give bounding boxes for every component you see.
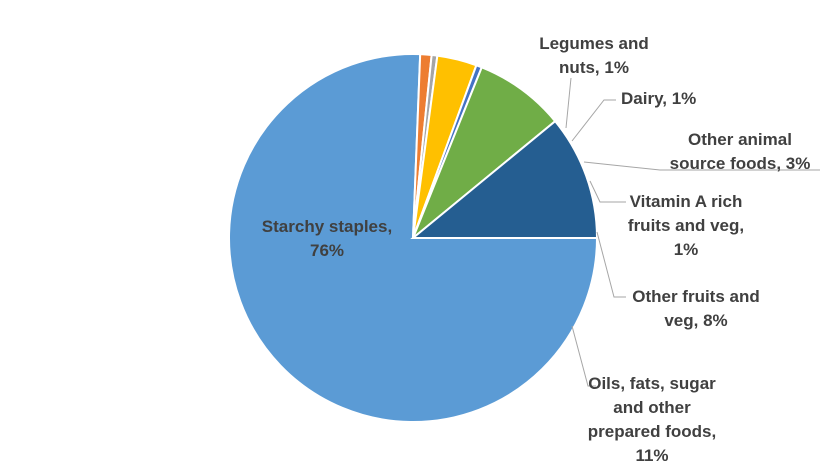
- slice-label-oils-fats-sugar-and-other-prepared-foods: Oils, fats, sugar and other prepared foods…: [588, 374, 716, 465]
- slice-label-line: prepared foods,: [588, 422, 716, 441]
- slice-label-line: Oils, fats, sugar: [588, 374, 716, 393]
- slice-label-line: veg, 8%: [664, 311, 727, 330]
- leader-line-legumes-and-nuts: [565, 77, 572, 129]
- slice-label-line: nuts, 1%: [559, 58, 629, 77]
- pie-slices: [228, 53, 599, 423]
- slice-label-other-fruits-and-veg: Other fruits and veg, 8%: [632, 287, 760, 330]
- slice-label-vitamin-a-rich-fruits-and-veg: Vitamin A rich fruits and veg, 1%: [628, 192, 744, 259]
- slice-label-line: source foods, 3%: [670, 154, 811, 173]
- slice-label-line: 11%: [635, 446, 668, 465]
- leader-line-dairy: [571, 99, 616, 142]
- slice-labels: Starchy staples, 76% Legumes and nuts, 1% Da…: [262, 34, 811, 465]
- slice-label-line: Starchy staples,: [262, 217, 392, 236]
- slice-label-line: Vitamin A rich: [630, 192, 743, 211]
- leader-line-other-animal-source-foods: [583, 161, 820, 171]
- slice-label-line: Other animal: [688, 130, 792, 149]
- slice-label-legumes-and-nuts: Legumes and nuts, 1%: [539, 34, 649, 77]
- leader-line-vitamin-a-rich-fruits-and-veg: [589, 180, 626, 203]
- slice-label-line: Other fruits and: [632, 287, 760, 306]
- pie-slice-oils-fats-sugar-and-other-prepared-foods: [410, 119, 599, 239]
- slice-label-line: 1%: [674, 240, 699, 259]
- slice-label-other-animal-source-foods: Other animal source foods, 3%: [670, 130, 811, 173]
- slice-label-dairy: Dairy, 1%: [621, 89, 696, 108]
- slice-label-starchy-staples: Starchy staples, 76%: [262, 217, 392, 260]
- slice-label-line: and other: [613, 398, 691, 417]
- leader-lines: [565, 77, 820, 387]
- slice-label-line: Dairy, 1%: [621, 89, 696, 108]
- pie-slice-other-fruits-and-veg: [412, 66, 557, 239]
- leader-line-oils-fats-sugar-and-other-prepared-foods: [571, 325, 596, 387]
- slice-label-line: Legumes and: [539, 34, 649, 53]
- slice-label-line: 76%: [310, 241, 344, 260]
- leader-line-other-fruits-and-veg: [596, 231, 626, 298]
- slice-label-line: fruits and veg,: [628, 216, 744, 235]
